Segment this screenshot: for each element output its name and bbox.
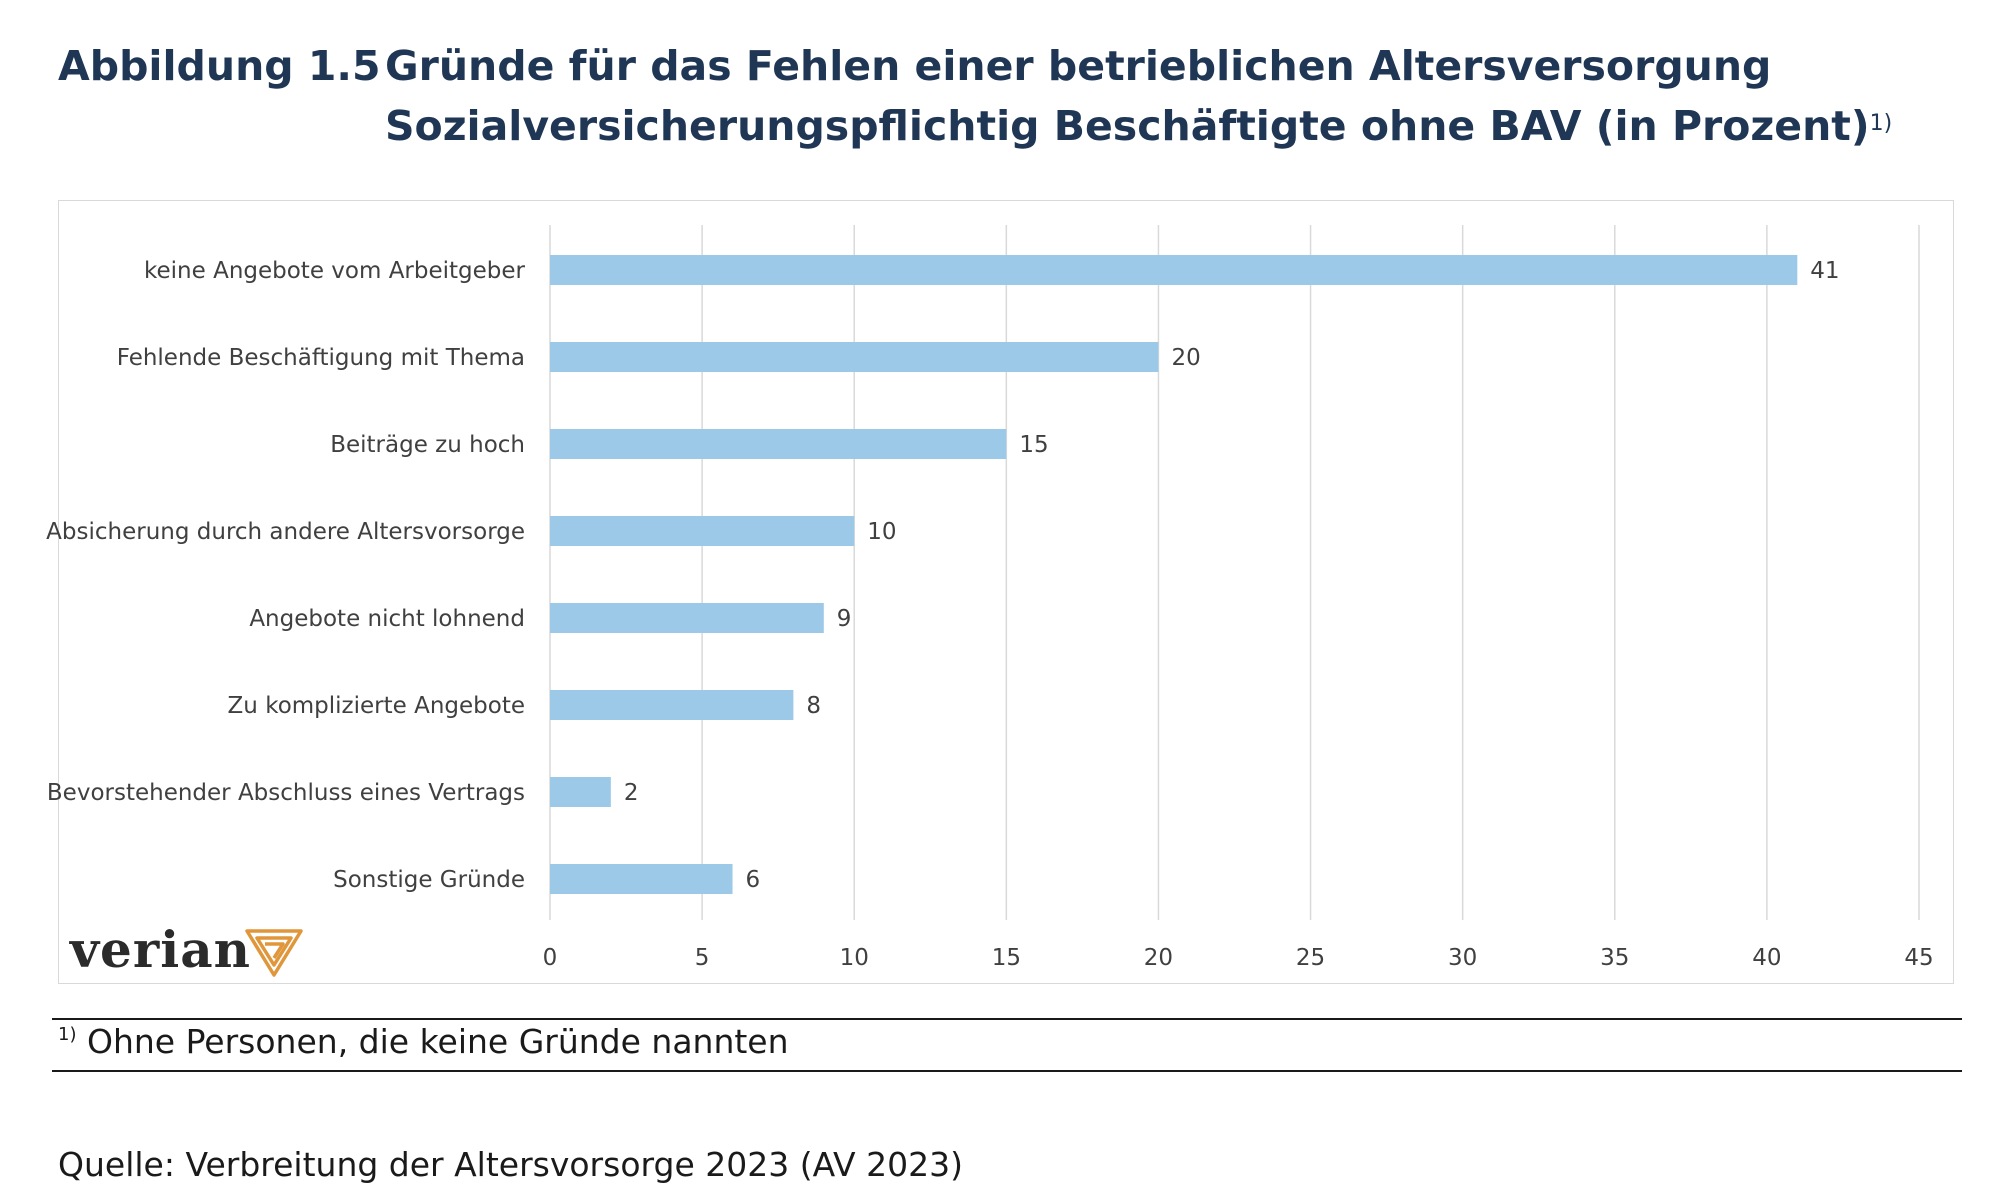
bar-chart: keine Angebote vom Arbeitgeber 41 Fehlende…: [46, 225, 1934, 971]
category-label: Fehlende Beschäftigung mit Thema: [117, 345, 525, 371]
x-tick-label: 10: [840, 945, 869, 971]
category-label: Zu komplizierte Angebote: [228, 693, 525, 719]
bar: [550, 603, 824, 633]
data-label: 6: [746, 867, 761, 893]
chart-title: Gründe für das Fehlen einer betriebliche…: [385, 36, 1892, 156]
title-line-2: Sozialversicherungspflichtig Beschäftigt…: [385, 96, 1892, 156]
footnote-bottom-rule: [52, 1070, 1962, 1072]
x-tick-label: 30: [1448, 945, 1477, 971]
category-label: Sonstige Gründe: [333, 867, 525, 893]
verian-logo: verian: [70, 920, 310, 980]
footnote-mark: 1): [58, 1024, 77, 1045]
data-label: 8: [806, 693, 821, 719]
x-tick-label: 5: [695, 945, 710, 971]
source-note: Quelle: Verbreitung der Altersvorsorge 2…: [58, 1145, 963, 1184]
data-label: 2: [624, 780, 639, 806]
bar: [550, 690, 794, 720]
data-label: 9: [837, 606, 852, 632]
data-label: 41: [1810, 258, 1839, 284]
bar: [550, 342, 1159, 372]
footnote: 1) Ohne Personen, die keine Gründe nannt…: [58, 1022, 789, 1061]
logo-text: verian: [70, 920, 251, 979]
verian-triangle-logo-icon: [245, 929, 303, 977]
x-tick-label: 45: [1904, 945, 1933, 971]
bar: [550, 864, 733, 894]
category-label: Beiträge zu hoch: [330, 432, 525, 458]
chart-frame: [58, 200, 1954, 984]
data-label: 10: [867, 519, 896, 545]
category-label: Bevorstehender Abschluss eines Vertrags: [47, 780, 525, 806]
x-tick-label: 0: [543, 945, 558, 971]
bar: [550, 516, 855, 546]
x-tick-label: 35: [1600, 945, 1629, 971]
bar: [550, 255, 1798, 285]
title-line-1: Gründe für das Fehlen einer betriebliche…: [385, 42, 1772, 90]
x-tick-label: 15: [992, 945, 1021, 971]
bar: [550, 429, 1007, 459]
title-line-2-text: Sozialversicherungspflichtig Beschäftigt…: [385, 102, 1870, 150]
footnote-top-rule: [52, 1018, 1962, 1020]
title-footnote-mark: 1): [1869, 111, 1893, 136]
bar: [550, 777, 611, 807]
x-tick-label: 20: [1144, 945, 1173, 971]
footnote-text: Ohne Personen, die keine Gründe nannten: [86, 1022, 789, 1061]
data-label: 20: [1171, 345, 1200, 371]
category-label: Absicherung durch andere Altersvorsorge: [46, 519, 525, 545]
category-label: keine Angebote vom Arbeitgeber: [144, 258, 526, 284]
x-tick-label: 40: [1752, 945, 1781, 971]
x-tick-label: 25: [1296, 945, 1325, 971]
data-label: 15: [1019, 432, 1048, 458]
category-label: Angebote nicht lohnend: [249, 606, 525, 632]
figure-label: Abbildung 1.5: [58, 42, 381, 90]
